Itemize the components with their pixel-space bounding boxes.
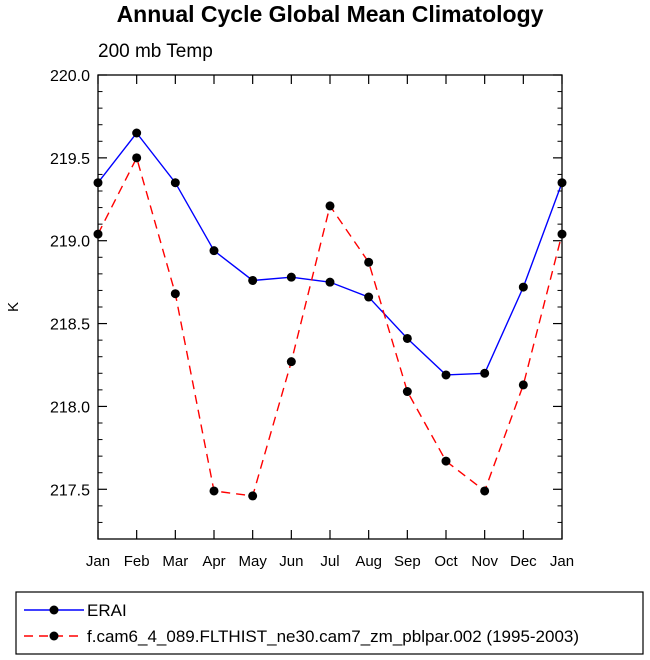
x-tick-label: Jun — [279, 553, 303, 570]
x-tick-label: Dec — [510, 553, 537, 570]
x-tick-label: Sep — [394, 553, 421, 570]
y-tick-labels: 217.5 218.0 218.5 219.0 219.5 220.0 — [50, 68, 90, 499]
x-tick-label: Aug — [355, 553, 382, 570]
chart-subtitle: 200 mb Temp — [98, 41, 213, 62]
legend-marker — [49, 605, 59, 615]
data-point — [557, 178, 567, 188]
data-point — [132, 153, 142, 163]
x-tick-label: Jul — [320, 553, 339, 570]
series-line — [97, 131, 563, 376]
series-2 — [93, 153, 567, 501]
data-point — [402, 387, 412, 397]
y-tick-label: 219.0 — [50, 234, 90, 251]
y-tick-label: 220.0 — [50, 68, 90, 85]
y-tick-label: 219.5 — [50, 151, 90, 168]
y-tick-label: 218.0 — [50, 399, 90, 416]
chart-title: Annual Cycle Global Mean Climatology — [117, 1, 544, 27]
plot-frame — [97, 74, 563, 540]
legend-label: f.cam6_4_089.FLTHIST_ne30.cam7_zm_pblpar… — [87, 627, 579, 646]
x-tick-label: Oct — [434, 553, 458, 570]
data-point — [170, 178, 180, 188]
legend-entry-1: ERAI — [24, 601, 127, 620]
legend-entry-2: f.cam6_4_089.FLTHIST_ne30.cam7_zm_pblpar… — [24, 627, 579, 646]
data-point — [518, 380, 528, 390]
series-layer — [93, 128, 567, 501]
y-tick-label: 217.5 — [50, 482, 90, 499]
data-point — [170, 289, 180, 299]
y-tick-label: 218.5 — [50, 317, 90, 334]
x-tick-label: Jan — [550, 553, 574, 570]
series-1 — [93, 128, 567, 380]
data-point — [248, 275, 258, 285]
data-point — [441, 456, 451, 466]
data-point — [441, 370, 451, 380]
legend-label: ERAI — [87, 601, 127, 620]
x-tick-label: Feb — [124, 553, 150, 570]
x-tick-label: Mar — [162, 553, 188, 570]
data-point — [402, 333, 412, 343]
x-tick-labels: Jan Feb Mar Apr May Jun Jul Aug Sep Oct Nov Dec Jan — [86, 553, 574, 570]
data-point — [518, 282, 528, 292]
data-point — [286, 357, 296, 367]
x-tick-label: Nov — [471, 553, 498, 570]
data-point — [325, 201, 335, 211]
legend-entries: ERAI f.cam6_4_089.FLTHIST_ne30.cam7_zm_pb… — [24, 601, 579, 646]
tick-marks — [97, 74, 563, 540]
x-tick-label: Apr — [202, 553, 225, 570]
x-tick-label: Jan — [86, 553, 110, 570]
data-point — [325, 277, 335, 287]
data-point — [132, 128, 142, 138]
data-point — [557, 229, 567, 239]
data-point — [93, 229, 103, 239]
data-point — [248, 491, 258, 501]
data-point — [209, 486, 219, 496]
x-tick-label: May — [238, 553, 267, 570]
y-axis-label: K — [5, 302, 22, 312]
data-point — [480, 368, 490, 378]
legend: ERAI f.cam6_4_089.FLTHIST_ne30.cam7_zm_pb… — [15, 591, 644, 655]
data-point — [93, 178, 103, 188]
data-point — [286, 272, 296, 282]
legend-box — [15, 591, 644, 655]
data-point — [364, 292, 374, 302]
legend-marker — [49, 631, 59, 641]
data-point — [209, 246, 219, 256]
data-point — [364, 257, 374, 267]
data-point — [480, 486, 490, 496]
